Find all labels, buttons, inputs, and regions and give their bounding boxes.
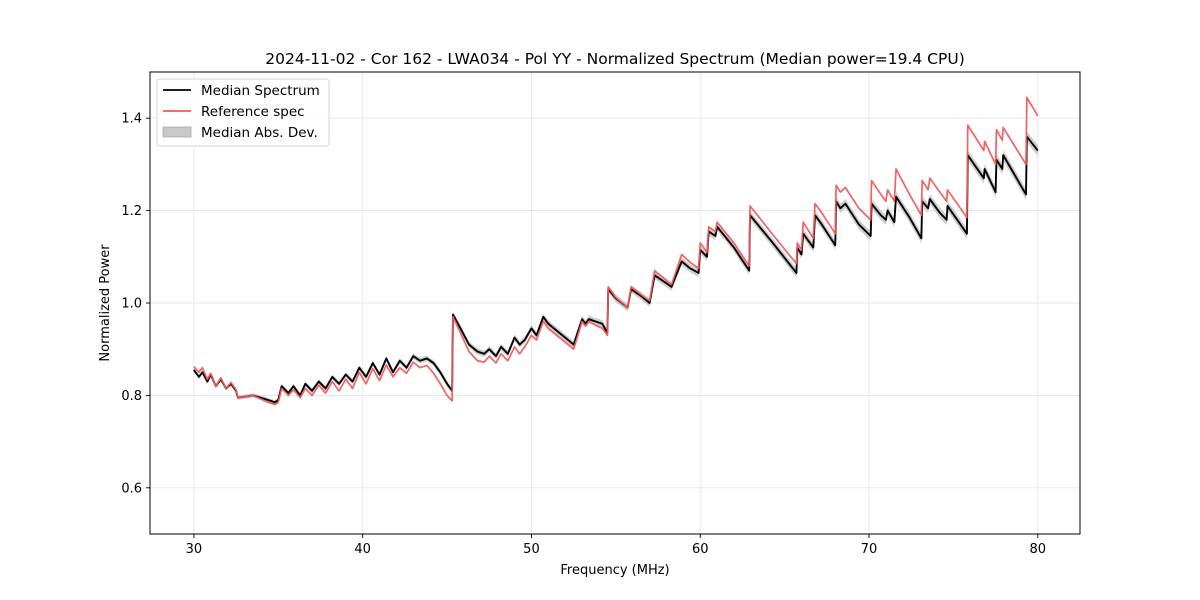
- y-tick-label: 1.0: [121, 297, 142, 312]
- x-tick-label: 80: [1030, 542, 1047, 557]
- x-tick-label: 30: [186, 542, 203, 557]
- y-tick-label: 0.6: [121, 481, 142, 496]
- chart-title: 2024-11-02 - Cor 162 - LWA034 - Pol YY -…: [265, 50, 965, 68]
- grid-lines: [150, 72, 1080, 534]
- y-axis-ticks: 0.6 0.8 1.0 1.2 1.4: [121, 112, 150, 496]
- y-tick-label: 0.8: [121, 389, 142, 404]
- x-tick-label: 50: [523, 542, 540, 557]
- reference-spec-line: [193, 96, 1039, 406]
- legend-reference-spec-label: Reference spec: [201, 104, 305, 120]
- series-lines: [193, 96, 1039, 406]
- legend-mad-label: Median Abs. Dev.: [201, 125, 318, 141]
- x-axis-ticks: 30 40 50 60 70 80: [186, 534, 1046, 557]
- legend-mad-swatch: [162, 126, 192, 138]
- y-tick-label: 1.4: [121, 112, 142, 127]
- legend: Median Spectrum Reference spec Median Ab…: [156, 78, 330, 147]
- x-tick-label: 60: [692, 542, 709, 557]
- y-axis-label: Normalized Power: [98, 244, 113, 362]
- legend-box: [156, 78, 330, 147]
- x-tick-label: 70: [861, 542, 878, 557]
- legend-median-spectrum-label: Median Spectrum: [201, 83, 320, 99]
- x-tick-label: 40: [354, 542, 371, 557]
- y-tick-label: 1.2: [121, 204, 142, 219]
- x-axis-label: Frequency (MHz): [560, 563, 669, 578]
- median-spectrum-line: [193, 135, 1039, 404]
